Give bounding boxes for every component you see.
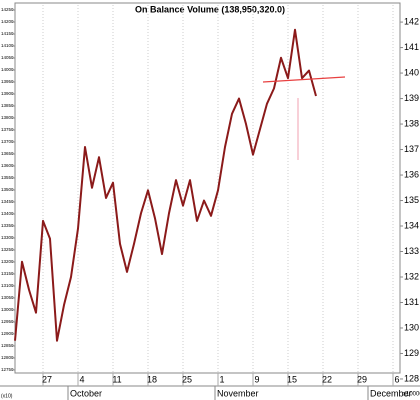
y-tick-label: 14150 xyxy=(1,31,14,36)
x-tick-label: 15 xyxy=(287,374,297,384)
y-tick-label: 13950 xyxy=(1,79,14,84)
y-tick-label: 13150 xyxy=(1,271,14,276)
y-tick-label: 13000 xyxy=(1,307,14,312)
month-label: November xyxy=(217,388,259,398)
y-tick-label: 14050 xyxy=(1,55,14,60)
y2-tick-label: 131 xyxy=(404,297,419,307)
y-tick-label: 13750 xyxy=(1,127,14,132)
month-label: December xyxy=(370,388,412,398)
y-tick-label: 13650 xyxy=(1,151,14,156)
y-tick-label: 13250 xyxy=(1,247,14,252)
y2-tick-label: 130 xyxy=(404,322,419,332)
y-unit: (x10) xyxy=(1,393,13,399)
y-tick-label: 13300 xyxy=(1,235,14,240)
x-tick-label: 25 xyxy=(182,374,192,384)
y-tick-label: 13700 xyxy=(1,139,14,144)
y-tick-label: 13800 xyxy=(1,115,14,120)
y-tick-label: 14000 xyxy=(1,67,14,72)
y-tick-label: 13550 xyxy=(1,175,14,180)
series-line xyxy=(14,28,317,342)
trend-line xyxy=(262,76,346,83)
y2-tick-label: 140 xyxy=(404,67,419,77)
x-tick-label: 11 xyxy=(112,374,121,384)
y2-tick-label: 139 xyxy=(404,93,419,103)
y-tick-label: 13850 xyxy=(1,103,14,108)
y2-tick-label: 129 xyxy=(404,348,419,358)
x-tick-label: 27 xyxy=(42,374,52,384)
y-tick-label: 12950 xyxy=(1,319,14,324)
y-tick-label: 14250 xyxy=(1,7,14,12)
y-tick-label: 12900 xyxy=(1,331,14,336)
y-tick-label: 13200 xyxy=(1,259,14,264)
y2-tick-label: 142 xyxy=(404,16,419,26)
y-tick-label: 13450 xyxy=(1,199,14,204)
x-tick-label: 22 xyxy=(322,374,332,384)
y2-tick-label: 136 xyxy=(404,169,419,179)
x-tick-label: 1 xyxy=(219,374,224,384)
plot-frame xyxy=(14,2,401,374)
y-tick-label: 13400 xyxy=(1,211,14,216)
y2-tick-label: 128 xyxy=(404,373,419,383)
x-tick-label: 18 xyxy=(147,374,157,384)
plot-layer xyxy=(14,5,394,373)
y-tick-label: 13100 xyxy=(1,283,14,288)
y-tick-label: 13050 xyxy=(1,295,14,300)
y2-tick-label: 137 xyxy=(404,144,419,154)
y-tick-label: 14100 xyxy=(1,43,14,48)
y2-tick-label: 138 xyxy=(404,118,419,128)
chart-title: On Balance Volume (138,950,320.0) xyxy=(135,4,285,14)
y2-tick-label: 133 xyxy=(404,246,419,256)
y-tick-label: 13350 xyxy=(1,223,14,228)
y-tick-label: 13500 xyxy=(1,187,14,192)
month-label: October xyxy=(70,388,102,398)
x-tick-label: 9 xyxy=(254,374,259,384)
x-tick-label: 4 xyxy=(79,374,84,384)
y-tick-label: 12850 xyxy=(1,343,14,348)
x-tick-label: 29 xyxy=(357,374,367,384)
y2-tick-label: 134 xyxy=(404,220,419,230)
y-tick-label: 12750 xyxy=(1,367,14,372)
y2-tick-label: 135 xyxy=(404,195,419,205)
y-tick-label: 14200 xyxy=(1,19,14,24)
y2-tick-label: 132 xyxy=(404,271,419,281)
y2-unit: x1000000 xyxy=(403,392,420,398)
y-tick-label: 12800 xyxy=(1,355,14,360)
y-tick-label: 13900 xyxy=(1,91,14,96)
y2-tick-label: 141 xyxy=(404,42,419,52)
y-tick-label: 13600 xyxy=(1,163,14,168)
x-tick-label: 6 xyxy=(394,374,399,384)
